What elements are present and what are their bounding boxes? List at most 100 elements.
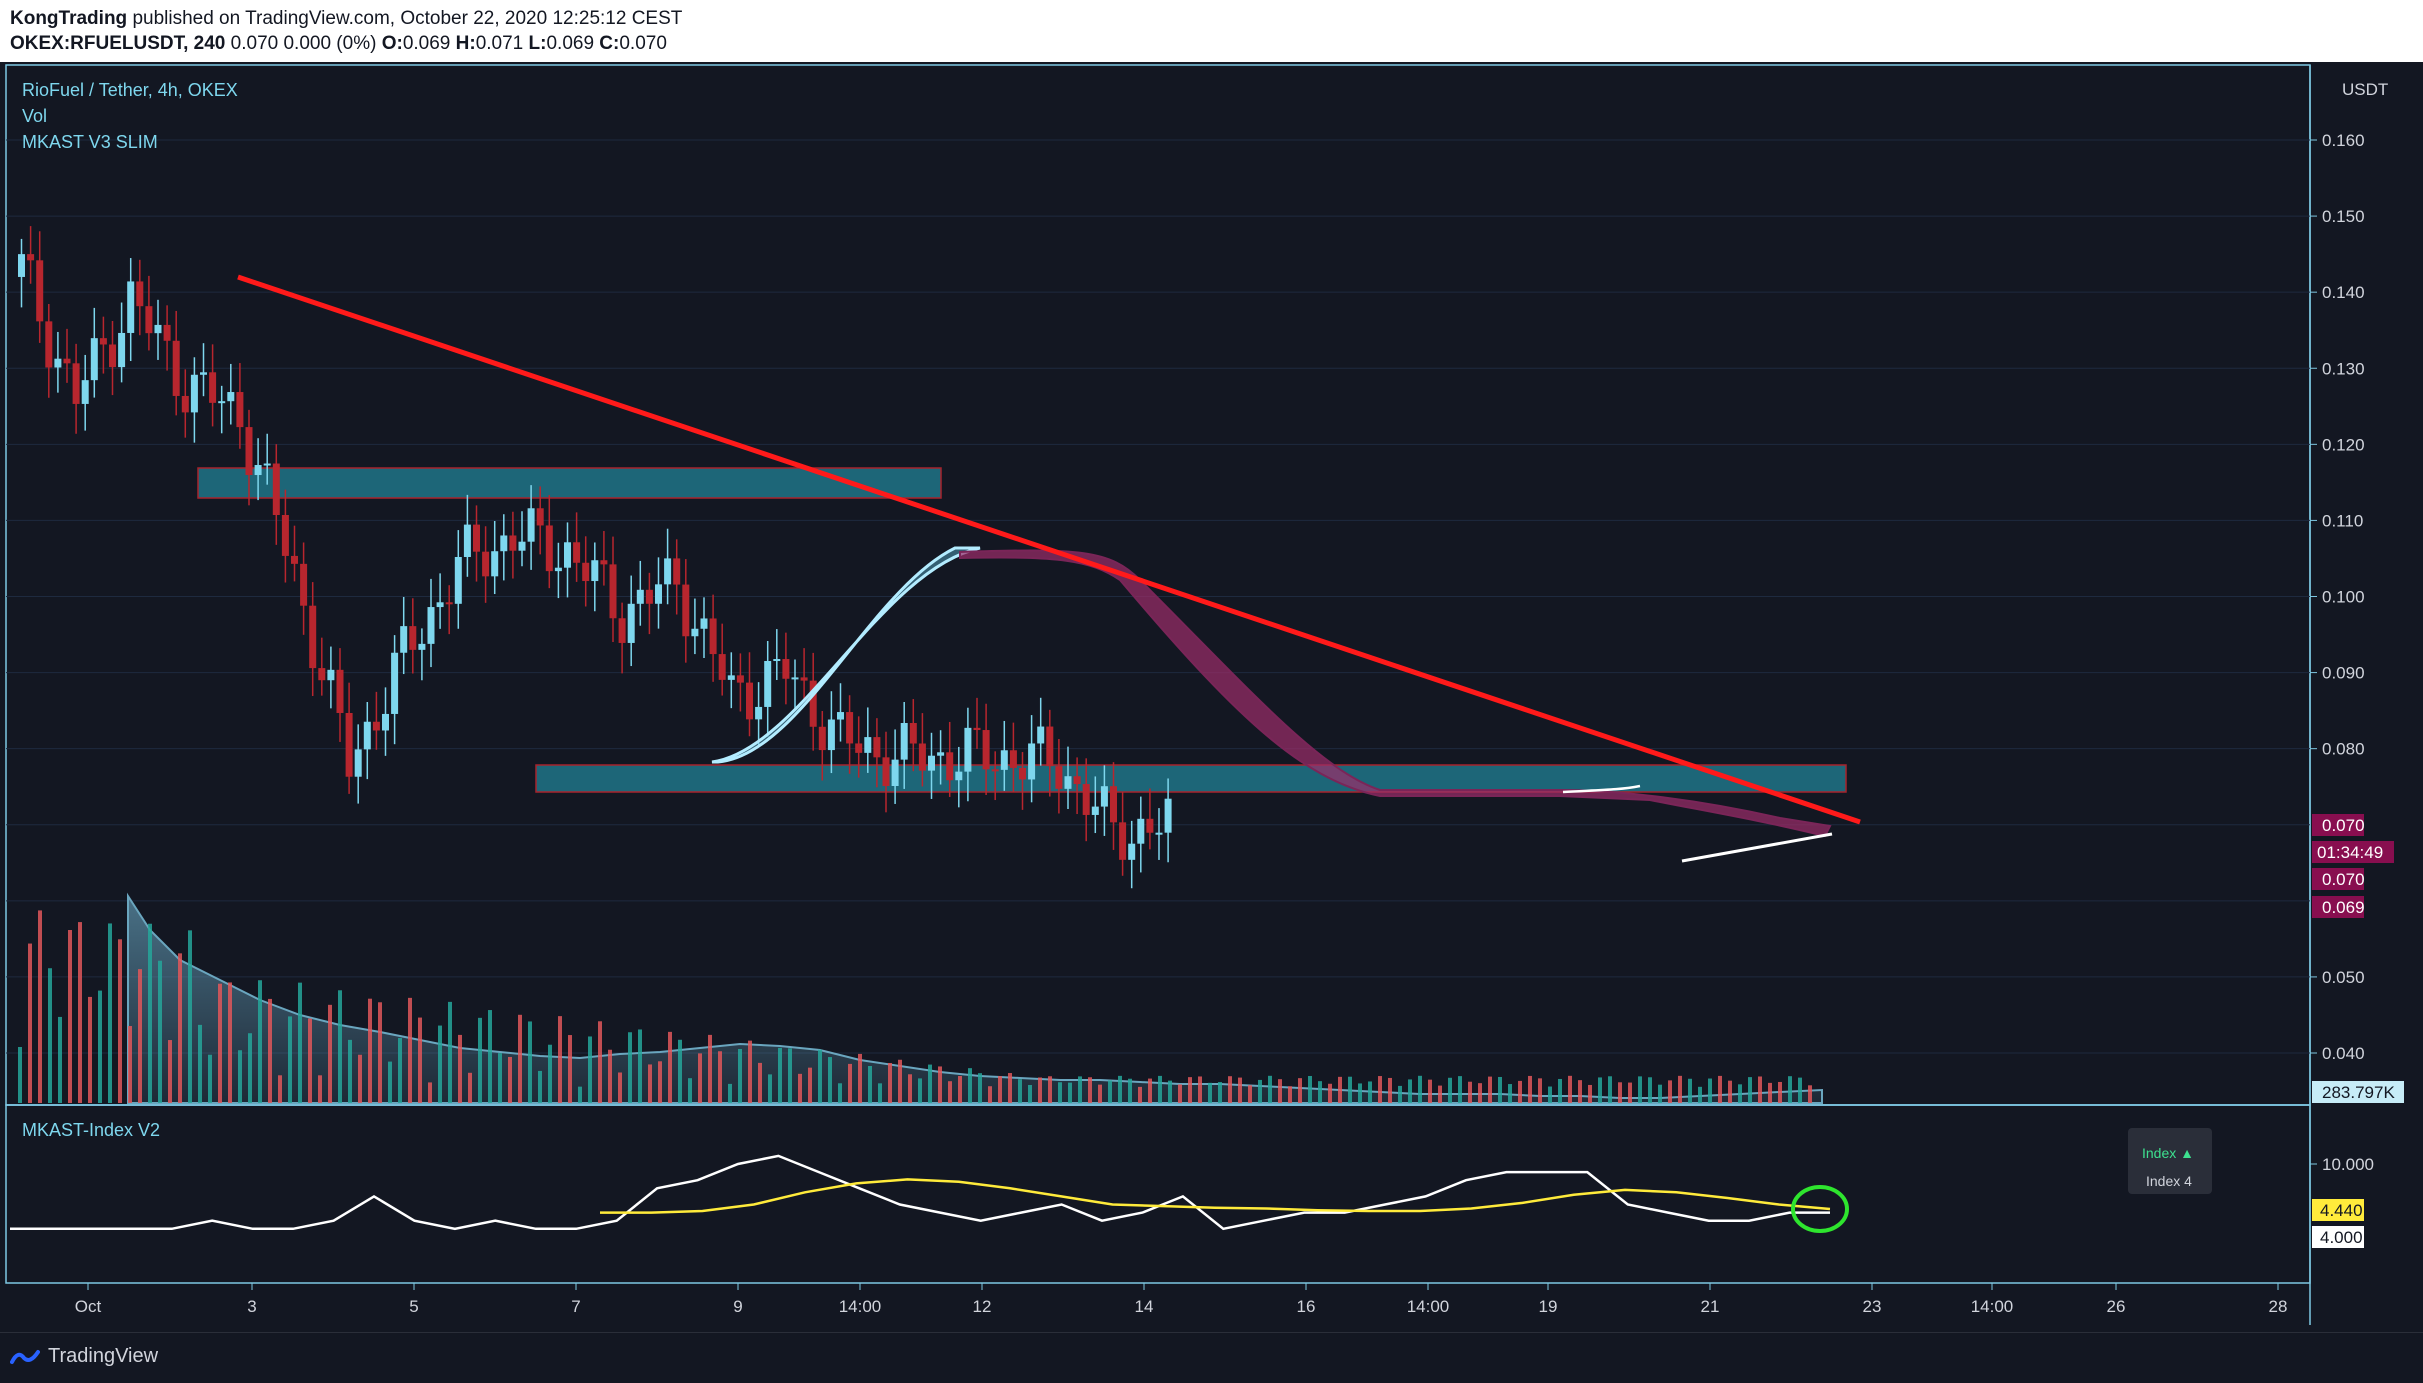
author-name[interactable]: KongTrading bbox=[10, 8, 128, 29]
volume-bar bbox=[988, 1086, 992, 1103]
volume-bar bbox=[748, 1040, 752, 1103]
time-tick-label: 23 bbox=[1863, 1297, 1882, 1316]
candle-body bbox=[864, 737, 872, 753]
volume-bar bbox=[1368, 1081, 1372, 1103]
volume-bar bbox=[1348, 1076, 1352, 1103]
candle-body bbox=[309, 605, 317, 669]
open-value: 0.069 bbox=[402, 33, 451, 54]
candle-body bbox=[827, 719, 835, 751]
volume-bar bbox=[1028, 1084, 1032, 1103]
candle-body bbox=[1019, 767, 1026, 780]
candle-body bbox=[1119, 822, 1127, 860]
volume-bar bbox=[1308, 1075, 1312, 1103]
candle-body bbox=[727, 675, 735, 680]
volume-bar bbox=[848, 1063, 852, 1103]
price-tick-label: 0.160 bbox=[2322, 131, 2365, 150]
legend-indicator[interactable]: MKAST V3 SLIM bbox=[22, 132, 158, 152]
candle-body bbox=[1091, 806, 1099, 815]
volume-bar bbox=[998, 1076, 1002, 1103]
volume-bar bbox=[1688, 1078, 1692, 1103]
volume-bar bbox=[168, 1040, 172, 1103]
candle-body bbox=[1100, 786, 1108, 807]
volume-bar bbox=[358, 1054, 362, 1103]
volume-bar bbox=[298, 982, 302, 1103]
price-tick-label: 0.120 bbox=[2322, 435, 2365, 454]
candle-body bbox=[236, 392, 244, 428]
volume-bar bbox=[1618, 1082, 1622, 1103]
volume-bar bbox=[178, 953, 182, 1103]
descending-trendline bbox=[237, 274, 1861, 825]
high-value: 0.071 bbox=[475, 33, 524, 54]
volume-bar bbox=[1298, 1078, 1302, 1103]
candle-body bbox=[1037, 726, 1045, 744]
mkast-signal-line bbox=[1562, 784, 1641, 794]
candle-body bbox=[1164, 798, 1172, 833]
volume-bar bbox=[768, 1074, 772, 1103]
volume-bar bbox=[1318, 1081, 1322, 1103]
candle-body bbox=[891, 759, 899, 787]
footer: TradingView bbox=[0, 1332, 2423, 1383]
tradingview-brand[interactable]: TradingView bbox=[10, 1345, 158, 1368]
time-tick-label: 14:00 bbox=[1971, 1297, 2014, 1316]
green-circle-marker bbox=[1791, 1185, 1849, 1233]
candle-body bbox=[709, 618, 717, 655]
volume-bar bbox=[718, 1051, 722, 1103]
candle-body bbox=[463, 524, 471, 558]
legend-title[interactable]: RioFuel / Tether, 4h, OKEX bbox=[22, 80, 238, 100]
candle-body bbox=[263, 463, 271, 466]
chart-frame[interactable]: 0.160 0.150 0.140 0.130 0.120 0.110 0.100 0.090… bbox=[0, 62, 2423, 1332]
volume-bar bbox=[478, 1017, 482, 1103]
volume-bar bbox=[1108, 1080, 1112, 1103]
time-tick-label: 14:00 bbox=[839, 1297, 882, 1316]
volume-bar bbox=[738, 1048, 742, 1103]
candle-body bbox=[1155, 832, 1163, 835]
index-white-line bbox=[10, 1154, 1830, 1231]
volume-bar bbox=[578, 1086, 582, 1103]
volume-bar bbox=[1048, 1076, 1052, 1103]
chart-svg[interactable]: 0.160 0.150 0.140 0.130 0.120 0.110 0.100 0.090… bbox=[0, 62, 2423, 1332]
volume-bar bbox=[1668, 1080, 1672, 1103]
time-tick-label: 7 bbox=[571, 1297, 580, 1316]
candle-body bbox=[127, 281, 135, 333]
time-tick-label: 14 bbox=[1135, 1297, 1154, 1316]
volume-bar bbox=[1758, 1076, 1762, 1103]
volume-bar bbox=[568, 1035, 572, 1103]
volume-bar bbox=[1508, 1084, 1512, 1103]
volume-bar bbox=[618, 1072, 622, 1103]
candle-body bbox=[1000, 750, 1008, 770]
volume-bar bbox=[498, 1053, 502, 1103]
volume-bar bbox=[188, 930, 192, 1103]
volume-bar bbox=[788, 1048, 792, 1103]
high-label: H: bbox=[455, 33, 476, 54]
index-popup[interactable]: Index ▲ Index 4 bbox=[2128, 1128, 2212, 1194]
volume-bar bbox=[808, 1067, 812, 1103]
volume-bars bbox=[18, 910, 1812, 1103]
candle-body bbox=[218, 401, 226, 404]
index-lines bbox=[10, 1154, 1831, 1231]
volume-bar bbox=[78, 922, 82, 1103]
candle-body bbox=[300, 563, 308, 606]
volume-bar bbox=[228, 982, 232, 1103]
candle-body bbox=[454, 557, 462, 604]
candle-body bbox=[418, 643, 426, 650]
volume-bar bbox=[1788, 1076, 1792, 1103]
candle-body bbox=[800, 677, 808, 681]
candle-body bbox=[318, 668, 326, 681]
volume-bar bbox=[388, 1061, 392, 1103]
candle-body bbox=[482, 551, 490, 577]
volume-bar bbox=[908, 1074, 912, 1103]
volume-bar bbox=[1708, 1078, 1712, 1103]
volume-bar bbox=[208, 1054, 212, 1103]
index-popup-line1: Index ▲ bbox=[2142, 1145, 2194, 1161]
volume-bar bbox=[1358, 1083, 1362, 1103]
candle-body bbox=[336, 669, 344, 713]
time-tick-label: 12 bbox=[973, 1297, 992, 1316]
volume-bar bbox=[1518, 1080, 1522, 1103]
volume-bar bbox=[1388, 1077, 1392, 1103]
legend-vol[interactable]: Vol bbox=[22, 106, 47, 126]
volume-bar bbox=[628, 1032, 632, 1103]
candle-body bbox=[791, 677, 799, 680]
index-title[interactable]: MKAST-Index V2 bbox=[22, 1120, 160, 1140]
candle-body bbox=[500, 535, 508, 552]
volume-bar bbox=[1208, 1082, 1212, 1103]
